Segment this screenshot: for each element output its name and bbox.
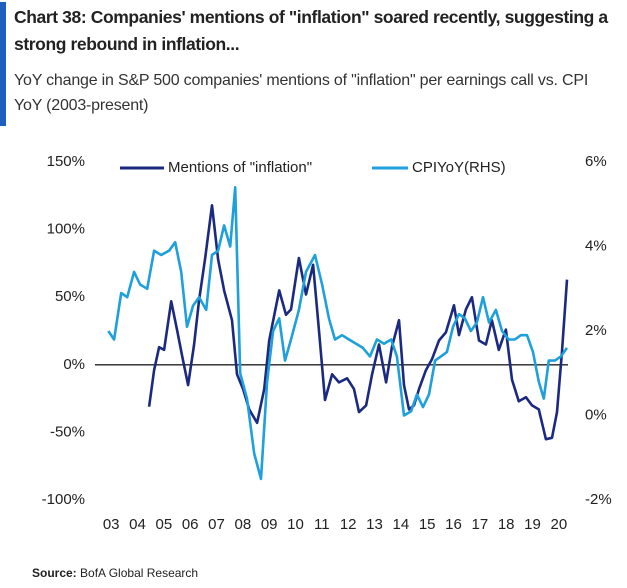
source-text: BofA Global Research [80,566,199,580]
series-line [147,204,569,441]
x-tick-label: 07 [208,516,225,533]
x-tick-label: 17 [471,516,488,533]
x-tick-label: 08 [234,516,251,533]
x-tick-label: 15 [419,516,436,533]
y-tick-label: 50% [55,288,85,305]
x-tick-label: 03 [103,516,120,533]
x-tick-label: 06 [182,516,199,533]
x-tick-label: 11 [314,516,330,533]
y2-tick-label: 4% [585,237,607,254]
x-tick-label: 10 [287,516,304,533]
x-tick-label: 16 [445,516,462,533]
y-tick-label: 100% [47,221,85,238]
y2-tick-label: 2% [585,322,607,339]
chart-title: Chart 38: Companies' mentions of "inflat… [14,7,608,54]
source: Source: BofA Global Research [32,566,198,580]
accent-bar [0,2,6,126]
x-tick-label: 19 [524,516,541,533]
y-tick-label: 0% [63,356,85,373]
x-tick-label: 09 [261,516,278,533]
x-tick-label: 04 [129,516,146,533]
x-tick-label: 12 [340,516,357,533]
x-tick-label: 13 [366,516,383,533]
x-tick-label: 18 [498,516,515,533]
y-tick-label: 150% [47,153,85,170]
legend-label: CPIYoY(RHS) [412,159,506,176]
y-tick-label: -50% [50,423,85,440]
series-line [107,186,569,481]
y2-tick-label: -2% [585,491,612,508]
legend-label: Mentions of "inflation" [168,159,312,176]
chart: -100% -50% 0% 50% 100% 150% -2% 0% 2% 4% 6% 03 04 05 0… [42,153,612,533]
chart-subtitle: YoY change in S&P 500 companies' mention… [14,72,589,114]
y2-tick-label: 0% [585,406,607,423]
x-tick-label: 14 [392,516,409,533]
x-tick-label: 20 [550,516,567,533]
y-tick-label: -100% [42,491,85,508]
source-label: Source: [32,566,77,580]
y2-tick-label: 6% [585,153,607,170]
x-tick-label: 05 [155,516,172,533]
